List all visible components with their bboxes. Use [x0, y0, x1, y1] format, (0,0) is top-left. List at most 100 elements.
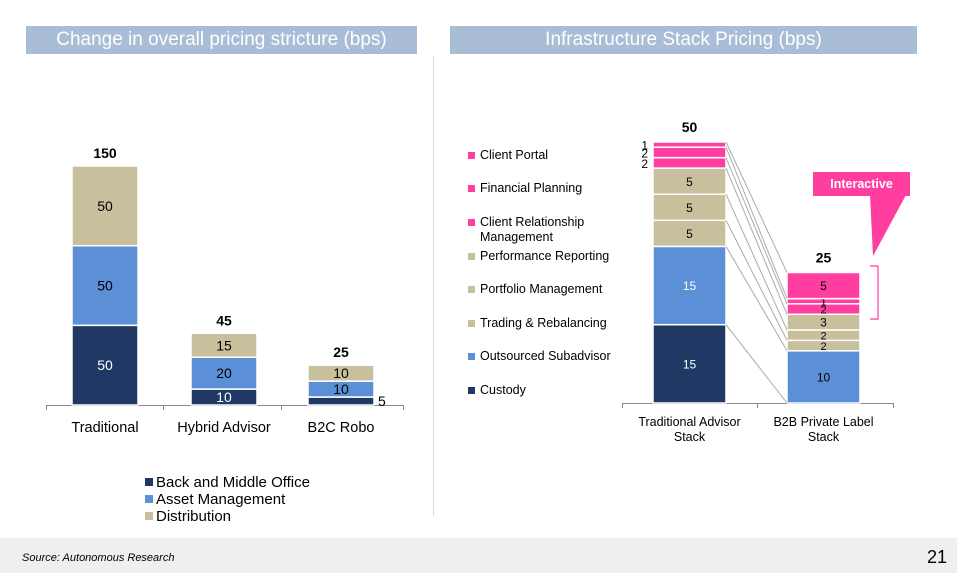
bar-value-label: 50 — [97, 278, 113, 294]
legend-item: Outsourced Subadvisor — [468, 349, 611, 364]
stack-segment — [652, 323, 727, 404]
segment-value-label: 2 — [641, 146, 648, 160]
segment-value-label: 15 — [683, 279, 697, 293]
segment-value-label: 2 — [820, 330, 826, 342]
legend-item: Financial Planning — [468, 181, 582, 196]
legend-label: Distribution — [156, 508, 232, 525]
legend-item: Asset Management — [145, 491, 310, 508]
legend-label: Client Relationship Management — [480, 215, 585, 244]
legend-swatch — [468, 286, 475, 293]
stack-segment — [652, 146, 727, 159]
legend-swatch — [468, 253, 475, 260]
legend-label: Trading & Rebalancing — [480, 316, 607, 330]
page-number: 21 — [926, 547, 947, 567]
bar-value-label: 15 — [216, 337, 232, 353]
legend-item: Performance Reporting — [468, 249, 609, 264]
interactive-bracket — [870, 265, 879, 320]
footer-bar — [0, 538, 957, 573]
segment-value-label: 10 — [817, 371, 831, 385]
legend-swatch — [468, 320, 475, 327]
bar-segment — [71, 324, 139, 406]
connector-line — [725, 141, 788, 273]
segment-value-label: 5 — [686, 201, 693, 215]
bar-segment — [307, 364, 375, 382]
legend-swatch — [468, 353, 475, 360]
stack-segment — [786, 271, 861, 300]
legend-item: Custody — [468, 383, 526, 398]
legend-item: Distribution — [145, 508, 310, 525]
category-label: Hybrid Advisor — [177, 420, 271, 436]
right-legend: Client Portal Financial Planning Client Re… — [468, 0, 638, 400]
legend-swatch — [468, 219, 475, 226]
stack-segment — [652, 141, 727, 148]
bar-value-label: 50 — [97, 198, 113, 214]
bar-segment — [307, 396, 375, 406]
segment-value-label: 2 — [820, 304, 826, 316]
legend-label: Asset Management — [156, 491, 286, 508]
segment-value-label: 2 — [641, 157, 648, 171]
connector-line — [725, 167, 788, 315]
segment-value-label: 2 — [820, 341, 826, 353]
connector-line — [725, 220, 788, 341]
legend-swatch — [468, 387, 475, 394]
legend-label: Portfolio Management — [480, 282, 603, 296]
legend-label: Custody — [480, 383, 526, 397]
legend-label: Performance Reporting — [480, 249, 610, 263]
legend-item: Client Portal — [468, 148, 548, 163]
legend-item: Portfolio Management — [468, 282, 602, 297]
category-label: B2C Robo — [308, 420, 375, 436]
segment-value-label: 1 — [820, 296, 826, 308]
stack-total-label: 25 — [816, 250, 832, 266]
connector-line — [725, 147, 788, 299]
callout-pointer — [870, 195, 906, 256]
stack-segment — [652, 245, 727, 326]
bar-value-label: 5 — [378, 393, 386, 409]
segment-value-label: 5 — [820, 279, 827, 293]
legend-swatch — [468, 152, 475, 159]
stack-segment — [652, 193, 727, 222]
stack-total-label: 50 — [682, 119, 698, 135]
segment-value-label: 1 — [641, 139, 648, 153]
stack-category-label: B2B Private Label Stack — [773, 415, 873, 444]
legend-swatch — [145, 495, 153, 503]
bar-value-label: 50 — [97, 357, 113, 373]
stack-segment — [652, 167, 727, 195]
legend-item: Back and Middle Office — [145, 474, 310, 491]
segment-value-label: 3 — [820, 316, 827, 330]
category-label: Traditional — [71, 420, 138, 436]
legend-item: Trading & Rebalancing — [468, 316, 607, 331]
bar-segment — [190, 332, 258, 358]
bar-value-label: 10 — [333, 365, 349, 381]
connector-line — [725, 324, 788, 404]
legend-label: Financial Planning — [480, 181, 583, 195]
bar-value-label: 10 — [216, 389, 232, 405]
bar-segment — [71, 165, 139, 247]
left-panel-title: Change in overall pricing stricture (bps… — [26, 26, 417, 54]
legend-swatch — [145, 512, 153, 520]
legend-swatch — [145, 478, 153, 486]
legend-item: Client Relationship Management — [468, 215, 584, 244]
connector-line — [725, 157, 788, 305]
connector-line — [725, 193, 788, 331]
bar-value-label: 10 — [333, 381, 349, 397]
bar-value-label: 20 — [216, 365, 232, 381]
legend-swatch — [468, 185, 475, 192]
segment-value-label: 5 — [686, 175, 693, 189]
bar-total-label: 45 — [216, 312, 232, 328]
bar-total-label: 150 — [93, 145, 117, 161]
stack-segment — [652, 156, 727, 169]
panel-divider — [433, 56, 434, 516]
stack-category-label: Traditional Advisor Stack — [638, 415, 740, 444]
source-note: Source: Autonomous Research — [22, 552, 175, 564]
right-panel-title: Infrastructure Stack Pricing (bps) — [450, 26, 917, 54]
legend-label: Outsourced Subadvisor — [480, 349, 611, 363]
left-legend: Back and Middle Office Asset Management Di… — [145, 474, 310, 525]
connector-line — [725, 246, 788, 352]
stack-segment — [652, 219, 727, 248]
segment-value-label: 15 — [683, 357, 697, 371]
segment-value-label: 5 — [686, 227, 693, 241]
legend-label: Client Portal — [480, 148, 549, 162]
bar-total-label: 25 — [333, 344, 349, 360]
legend-label: Back and Middle Office — [156, 474, 310, 491]
